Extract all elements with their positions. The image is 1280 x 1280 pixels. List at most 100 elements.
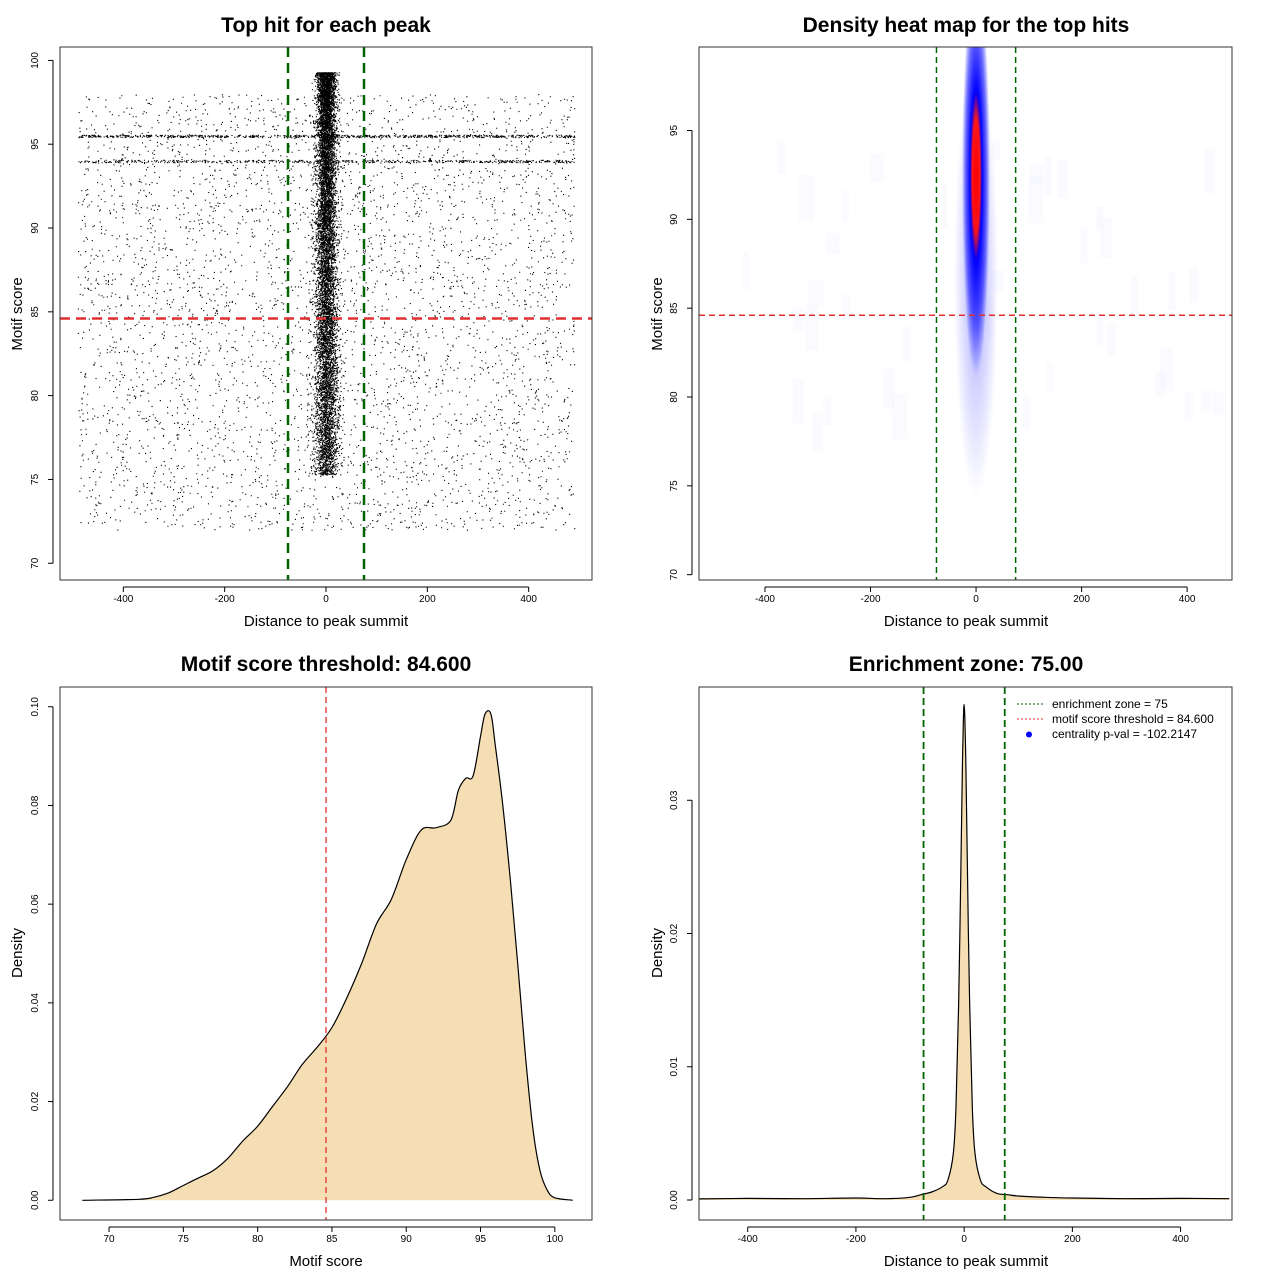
- y-tick-label: 0.02: [30, 1091, 41, 1111]
- y-tick-label: 100: [30, 52, 41, 69]
- heatmap-background-cell: [823, 396, 832, 426]
- heatmap-background-cell: [793, 378, 804, 423]
- heatmap-background-cell: [812, 413, 822, 451]
- y-tick-label: 0.00: [669, 1190, 680, 1210]
- y-tick-label: 95: [30, 138, 41, 150]
- y-tick-label: 0.10: [30, 697, 41, 717]
- heatmap-background-cell: [1189, 267, 1198, 303]
- heatmap-reference-lines: [699, 47, 1232, 580]
- legend-label-centrality: centrality p-val = -102.2147: [1052, 727, 1197, 741]
- heatmap-background-cell: [778, 141, 786, 174]
- heatmap-background-cell: [1028, 176, 1043, 223]
- enrichment-title: Enrichment zone: 75.00: [849, 653, 1084, 676]
- scatter-point-cloud: [77, 72, 576, 531]
- y-tick-label: 80: [669, 391, 680, 403]
- scatter-plot-frame: [59, 46, 593, 581]
- x-tick-label: -400: [738, 1234, 758, 1245]
- scatter-reference-lines: [60, 47, 592, 580]
- y-tick-label: 85: [669, 302, 680, 314]
- score-density-x-axis-label: Motif score: [289, 1253, 362, 1270]
- x-tick-label: -200: [861, 594, 881, 605]
- score-density-panel: 70 75 80 85 90 95 1000.000.020.040.060.080.10 …: [9, 653, 593, 1270]
- scatter-x-axis-label: Distance to peak summit: [244, 613, 409, 630]
- heatmap-background-cell: [991, 270, 1004, 292]
- heatmap-background-cell: [1044, 156, 1052, 196]
- heatmap-background-cell: [986, 298, 993, 337]
- heatmap-background-cell: [1107, 322, 1116, 356]
- y-tick-label: 0.01: [669, 1057, 680, 1077]
- density-fill: [699, 704, 1230, 1200]
- y-tick-label: 75: [669, 480, 680, 492]
- heatmap-axes: -400 -200 0 200 400 70 75 80 85 90 95: [669, 125, 1196, 605]
- enrichment-zone-lines: [922, 687, 1006, 1220]
- x-tick-label: 0: [973, 594, 979, 605]
- x-tick-label: 95: [475, 1234, 487, 1245]
- density-fill: [82, 710, 573, 1201]
- x-tick-label: -400: [113, 594, 133, 605]
- x-tick-label: 90: [401, 1234, 413, 1245]
- heatmap-background-cell: [808, 280, 824, 305]
- x-tick-label: 100: [547, 1234, 564, 1245]
- y-tick-label: 0.03: [669, 790, 680, 810]
- y-tick-label: 0.06: [30, 894, 41, 914]
- y-tick-label: 90: [669, 213, 680, 225]
- legend-label-motif-threshold: motif score threshold = 84.600: [1052, 712, 1214, 726]
- x-tick-label: 200: [419, 594, 436, 605]
- x-tick-label: -400: [755, 594, 775, 605]
- scatter-y-axis-label: Motif score: [9, 277, 26, 350]
- x-tick-label: 85: [326, 1234, 338, 1245]
- heatmap-density: [778, 47, 1215, 498]
- heatmap-background-cell: [793, 307, 803, 332]
- enrichment-x-axis-label: Distance to peak summit: [884, 1253, 1049, 1270]
- score-density-title: Motif score threshold: 84.600: [181, 653, 472, 676]
- y-tick-label: 95: [669, 125, 680, 137]
- x-tick-label: 200: [1073, 594, 1090, 605]
- heatmap-background-cell: [1169, 271, 1177, 310]
- score-density-plot-frame: [59, 686, 593, 1221]
- x-tick-label: 80: [252, 1234, 264, 1245]
- enrichment-panel: -400 -200 0 200 400 0.00 0.01 0.02 0.03 Enrichme…: [649, 653, 1233, 1270]
- heatmap-background-cell: [1046, 363, 1053, 392]
- scatter-axes: -400 -200 0 200 400 70 75 80 85 90 95 100: [30, 52, 537, 605]
- y-tick-label: 80: [30, 390, 41, 402]
- heatmap-background-cell: [941, 182, 947, 230]
- legend-label-enrichment-zone: enrichment zone = 75: [1052, 697, 1168, 711]
- x-tick-label: 400: [1179, 594, 1196, 605]
- enrichment-legend: enrichment zone = 75 motif score thresho…: [1017, 697, 1214, 741]
- legend-key-centrality: [1026, 731, 1032, 738]
- heatmap-background-cell: [1097, 314, 1104, 346]
- enrichment-density-curve: [699, 703, 1230, 1200]
- x-tick-label: 200: [1064, 1234, 1081, 1245]
- scatter-points: [77, 72, 576, 531]
- x-tick-label: 70: [103, 1234, 115, 1245]
- y-tick-label: 70: [669, 569, 680, 581]
- heatmap-background-cell: [1202, 390, 1212, 412]
- heatmap-background-cell: [992, 140, 1001, 161]
- heatmap-background-cell: [1057, 159, 1067, 198]
- y-tick-label: 0.02: [669, 923, 680, 943]
- heatmap-background-cell: [1081, 227, 1089, 264]
- scatter-panel: -400 -200 0 200 400 70 75 80 85 90 95 100 Top hit f…: [9, 14, 593, 630]
- heatmap-panel: -400 -200 0 200 400 70 75 80 85 90 95 Density heat…: [649, 14, 1233, 630]
- heatmap-y-axis-label: Motif score: [649, 277, 666, 350]
- y-tick-label: 0.00: [30, 1190, 41, 1210]
- heatmap-background-cell: [826, 233, 839, 254]
- enrichment-y-axis-label: Density: [649, 927, 666, 978]
- score-density-y-axis-label: Density: [9, 927, 26, 978]
- density-line: [699, 703, 1230, 1200]
- score-density-axes: 70 75 80 85 90 95 100 0.00 0.02 0.04 0.06 0.08 0.10: [30, 697, 564, 1245]
- heatmap-background-cell: [870, 154, 885, 182]
- heatmap-background-cell: [1023, 396, 1030, 430]
- density-line: [82, 710, 573, 1201]
- y-tick-label: 85: [30, 306, 41, 318]
- y-tick-label: 75: [30, 473, 41, 485]
- x-tick-label: 75: [178, 1234, 190, 1245]
- heatmap-background-cell: [883, 368, 894, 409]
- score-density-curve: [82, 710, 573, 1201]
- heatmap-background-cell: [1204, 149, 1215, 193]
- x-tick-label: 0: [323, 594, 329, 605]
- x-tick-label: 400: [520, 594, 537, 605]
- heatmap-background-cell: [903, 326, 910, 361]
- x-tick-label: -200: [215, 594, 235, 605]
